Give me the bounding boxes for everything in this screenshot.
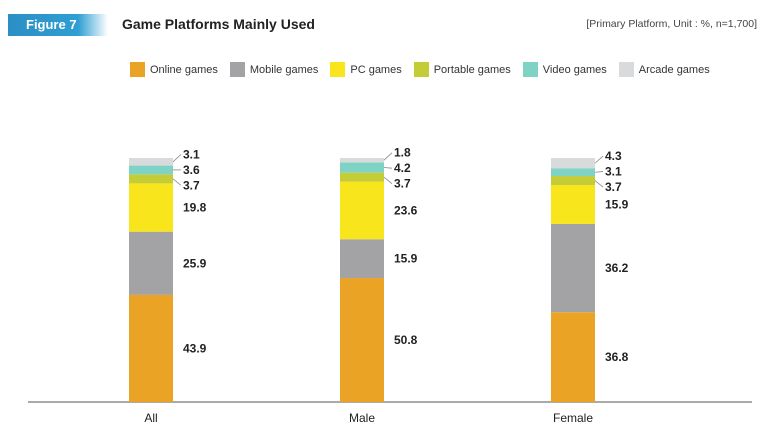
- legend-label: Portable games: [433, 63, 511, 76]
- legend-swatch: [618, 62, 634, 77]
- legend-item-video-games: Video games: [522, 62, 607, 77]
- bar-segment-all-mobile-games: [129, 231, 173, 295]
- legend-label: Arcade games: [638, 63, 710, 76]
- leader-line: [172, 154, 182, 163]
- leader-line: [594, 171, 604, 173]
- bar-segment-female-mobile-games: [551, 223, 595, 313]
- x-tick-label-male: Male: [349, 411, 375, 425]
- data-label-male-video-games: 4.2: [394, 161, 411, 175]
- data-label-male-mobile-games: 15.9: [394, 252, 418, 266]
- leader-line: [383, 176, 393, 184]
- data-label-female-video-games: 3.1: [605, 165, 622, 179]
- chart-title: Game Platforms Mainly Used: [122, 16, 315, 32]
- data-label-female-portable-games: 3.7: [605, 180, 622, 194]
- leader-line: [383, 167, 393, 169]
- bar-segment-male-video-games: [340, 162, 384, 173]
- data-label-female-mobile-games: 36.2: [605, 261, 629, 275]
- legend-swatch: [330, 62, 346, 77]
- legend-swatch: [229, 62, 245, 77]
- leader-line: [594, 180, 604, 188]
- data-label-all-pc-games: 19.8: [183, 201, 207, 215]
- legend-item-arcade-games: Arcade games: [618, 62, 710, 77]
- data-label-male-online-games: 50.8: [394, 333, 418, 347]
- bar-segment-female-video-games: [551, 168, 595, 177]
- legend-label: Mobile games: [249, 63, 319, 76]
- legend-item-portable-games: Portable games: [413, 62, 511, 77]
- legend-swatch: [130, 62, 145, 77]
- data-label-male-arcade-games: 1.8: [394, 146, 411, 160]
- data-label-all-online-games: 43.9: [183, 341, 207, 355]
- figure-badge: Figure 7: [8, 14, 108, 36]
- data-label-all-portable-games: 3.7: [183, 178, 200, 192]
- x-tick-label-all: All: [144, 411, 157, 425]
- data-label-all-arcade-games: 3.1: [183, 147, 200, 161]
- data-label-male-portable-games: 3.7: [394, 177, 411, 191]
- data-label-female-pc-games: 15.9: [605, 197, 629, 211]
- bar-segment-male-online-games: [340, 278, 384, 402]
- chart-note: [Primary Platform, Unit : %, n=1,700]: [586, 18, 757, 30]
- bar-segment-female-online-games: [551, 312, 595, 402]
- data-label-all-mobile-games: 25.9: [183, 256, 207, 270]
- legend: Online games Mobile games PC games Portable…: [130, 62, 710, 77]
- data-label-female-online-games: 36.8: [605, 350, 629, 364]
- data-label-male-pc-games: 23.6: [394, 203, 418, 217]
- bar-segment-male-portable-games: [340, 172, 384, 182]
- bar-segment-all-portable-games: [129, 174, 173, 184]
- bar-segment-male-arcade-games: [340, 158, 384, 163]
- bar-segment-all-video-games: [129, 165, 173, 175]
- data-label-female-arcade-games: 4.3: [605, 149, 622, 163]
- bar-segment-all-pc-games: [129, 183, 173, 232]
- legend-label: PC games: [350, 63, 402, 76]
- data-label-all-video-games: 3.6: [183, 163, 200, 177]
- legend-item-online-games: Online games: [130, 62, 218, 77]
- legend-item-mobile-games: Mobile games: [229, 62, 319, 77]
- legend-item-pc-games: PC games: [330, 62, 402, 77]
- bar-segment-male-mobile-games: [340, 239, 384, 279]
- x-tick-label-female: Female: [553, 411, 593, 425]
- leader-line: [172, 178, 182, 186]
- bar-segment-male-pc-games: [340, 181, 384, 240]
- legend-label: Online games: [150, 63, 218, 76]
- legend-swatch: [522, 62, 538, 77]
- bar-segment-female-portable-games: [551, 176, 595, 186]
- leader-line: [594, 155, 604, 164]
- bar-segment-all-online-games: [129, 294, 173, 402]
- bar-segment-female-arcade-games: [551, 158, 595, 169]
- legend-label: Video games: [542, 63, 607, 76]
- legend-swatch: [413, 62, 429, 77]
- bar-segment-all-arcade-games: [129, 158, 173, 166]
- bar-segment-female-pc-games: [551, 185, 595, 224]
- leader-line: [383, 152, 393, 161]
